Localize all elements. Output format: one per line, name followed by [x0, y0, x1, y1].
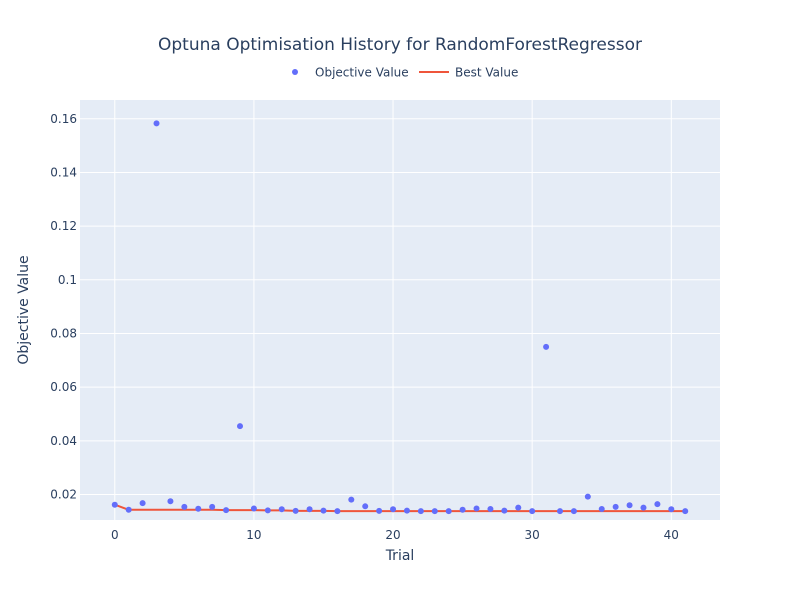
y-tick-label: 0.04: [50, 434, 77, 448]
objective-point[interactable]: [237, 423, 243, 430]
legend-marker-objective: [292, 69, 298, 75]
grid: [80, 100, 720, 520]
y-tick-label: 0.02: [50, 488, 77, 502]
y-tick-label: 0.14: [50, 165, 77, 179]
x-tick-label: 10: [246, 528, 261, 542]
objective-point[interactable]: [626, 502, 633, 509]
objective-point[interactable]: [570, 508, 577, 515]
objective-point[interactable]: [348, 496, 355, 503]
objective-point[interactable]: [334, 508, 341, 515]
x-axis-title: Trial: [385, 548, 415, 564]
objective-point[interactable]: [292, 507, 299, 514]
legend: Objective Value Best Value: [292, 66, 518, 80]
objective-point[interactable]: [459, 506, 466, 513]
objective-point[interactable]: [640, 504, 647, 511]
objective-point[interactable]: [362, 503, 369, 510]
y-tick-label: 0.06: [50, 380, 77, 394]
objective-point[interactable]: [598, 506, 605, 512]
best-value-path: [114, 503, 686, 513]
best-value-line: [114, 503, 686, 513]
objective-point[interactable]: [306, 506, 313, 513]
legend-label-best: Best Value: [455, 66, 518, 80]
objective-point[interactable]: [473, 505, 480, 512]
objective-point[interactable]: [209, 503, 216, 510]
objective-point[interactable]: [264, 507, 271, 514]
objective-point[interactable]: [417, 508, 424, 515]
x-tick-label: 40: [664, 528, 679, 542]
objective-point[interactable]: [139, 500, 146, 507]
y-tick-label: 0.12: [50, 219, 77, 233]
x-axis-ticks: 0 10 20 30 40: [111, 528, 679, 542]
objective-point[interactable]: [153, 120, 160, 127]
x-tick-label: 0: [111, 528, 119, 542]
y-tick-label: 0.16: [50, 112, 77, 126]
objective-point[interactable]: [111, 501, 118, 508]
objective-point[interactable]: [584, 493, 591, 500]
objective-point[interactable]: [515, 504, 522, 511]
x-tick-label: 30: [525, 528, 540, 542]
objective-point[interactable]: [167, 498, 174, 505]
y-tick-label: 0.1: [58, 273, 77, 287]
objective-point[interactable]: [195, 505, 202, 512]
legend-item-objective[interactable]: Objective Value: [292, 66, 409, 80]
objective-point[interactable]: [403, 507, 410, 514]
objective-point[interactable]: [376, 507, 383, 514]
objective-point[interactable]: [445, 508, 452, 515]
objective-point[interactable]: [125, 506, 132, 513]
objective-point[interactable]: [682, 508, 689, 515]
objective-point[interactable]: [250, 505, 257, 512]
y-axis-title: Objective Value: [16, 255, 32, 364]
objective-point[interactable]: [557, 508, 563, 515]
objective-point[interactable]: [390, 506, 397, 513]
objective-point[interactable]: [278, 506, 285, 513]
objective-point[interactable]: [501, 507, 508, 514]
objective-point[interactable]: [668, 506, 675, 513]
y-tick-label: 0.08: [50, 326, 77, 340]
chart-title: Optuna Optimisation History for RandomFo…: [158, 35, 642, 55]
objective-point[interactable]: [223, 507, 230, 514]
y-axis-ticks: 0.02 0.04 0.06 0.08 0.1 0.12 0.14 0.16: [50, 112, 77, 502]
objective-point[interactable]: [529, 508, 536, 515]
objective-points: [111, 120, 689, 515]
objective-point[interactable]: [654, 501, 661, 508]
x-tick-label: 20: [385, 528, 400, 542]
plot-area: [80, 100, 720, 520]
legend-item-best[interactable]: Best Value: [419, 66, 518, 80]
objective-point[interactable]: [612, 503, 619, 510]
objective-point[interactable]: [431, 508, 438, 515]
objective-point[interactable]: [543, 343, 550, 350]
objective-point[interactable]: [181, 503, 188, 510]
objective-point[interactable]: [487, 506, 494, 512]
objective-point[interactable]: [320, 507, 327, 514]
legend-label-objective: Objective Value: [315, 66, 409, 80]
